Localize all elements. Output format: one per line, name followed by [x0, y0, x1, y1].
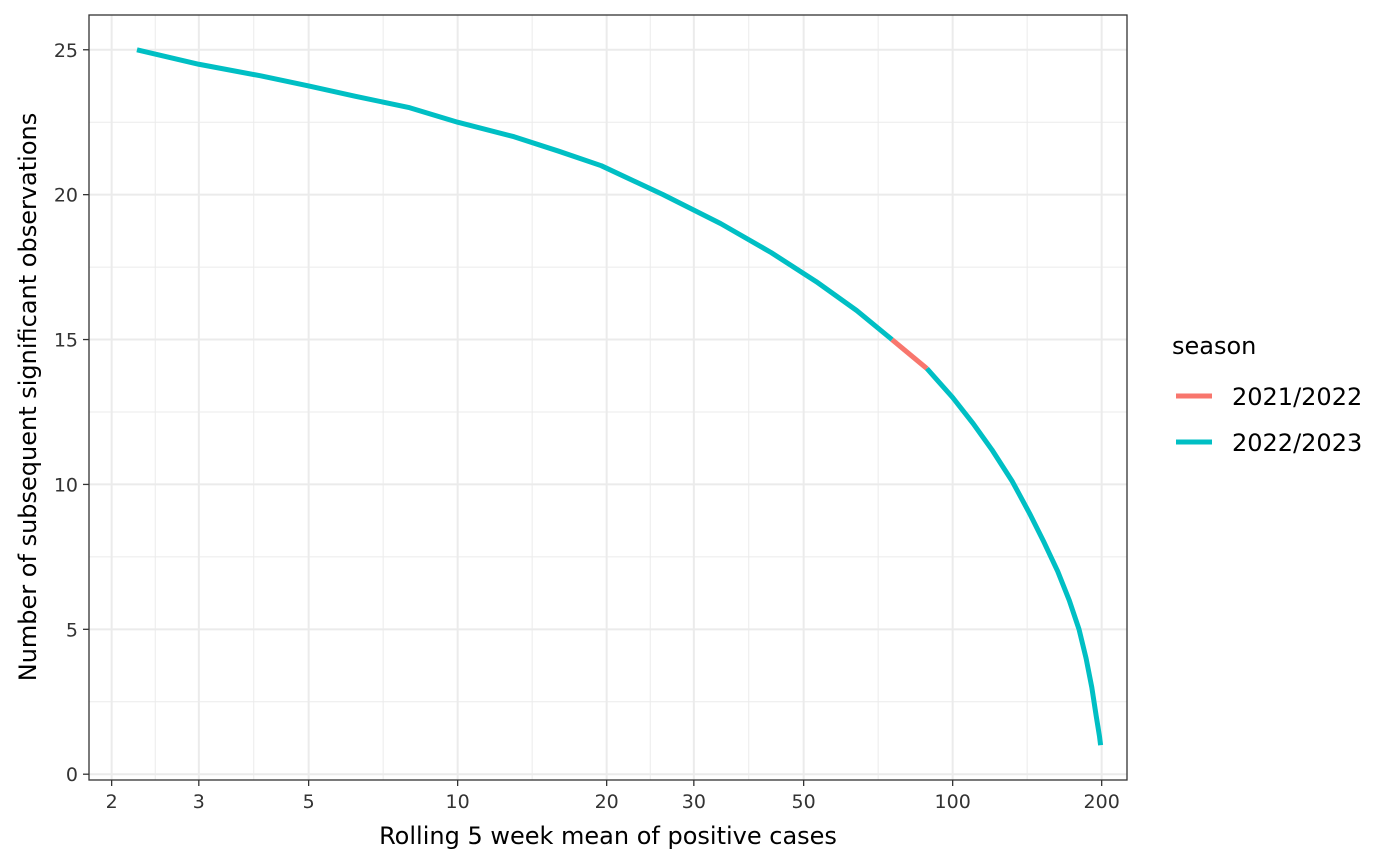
y-axis-title: Number of subsequent significant observa…	[14, 113, 42, 681]
x-tick-label: 50	[792, 791, 816, 813]
y-tick-label: 25	[54, 40, 78, 62]
legend-title: season	[1172, 332, 1256, 360]
legend-items: 2021/2022 2022/2023	[1176, 383, 1362, 457]
y-axis: 0 5 10 15 20 25	[54, 40, 89, 786]
y-tick-label: 20	[54, 185, 78, 207]
y-tick-label: 10	[54, 474, 78, 496]
series-line-2022-2023	[925, 366, 1104, 746]
grid-major	[89, 15, 1127, 780]
panel-background	[89, 15, 1127, 780]
y-tick-label: 15	[54, 330, 78, 352]
series-line-2022-2023	[136, 47, 894, 342]
x-axis-title: Rolling 5 week mean of positive cases	[379, 822, 837, 850]
x-tick-label: 2	[106, 791, 118, 813]
panel-border	[88, 14, 1128, 781]
x-tick-label: 3	[193, 791, 205, 813]
series-layer	[136, 47, 1104, 746]
x-tick-label: 10	[446, 791, 470, 813]
x-tick-label: 30	[682, 791, 706, 813]
grid-minor	[89, 15, 1127, 780]
x-axis: 2 3 5 10 20 30 50 100 200	[106, 780, 1120, 813]
x-tick-label: 20	[595, 791, 619, 813]
legend-label-2022-2023: 2022/2023	[1232, 429, 1362, 457]
x-tick-label: 200	[1084, 791, 1120, 813]
y-tick-label: 0	[66, 764, 78, 786]
legend-label-2021-2022: 2021/2022	[1232, 383, 1362, 411]
legend: season 2021/2022 2022/2023	[1172, 332, 1362, 457]
x-tick-label: 5	[303, 791, 315, 813]
series-line-2021-2022	[890, 337, 929, 371]
y-tick-label: 5	[66, 619, 78, 641]
x-tick-label: 100	[935, 791, 971, 813]
